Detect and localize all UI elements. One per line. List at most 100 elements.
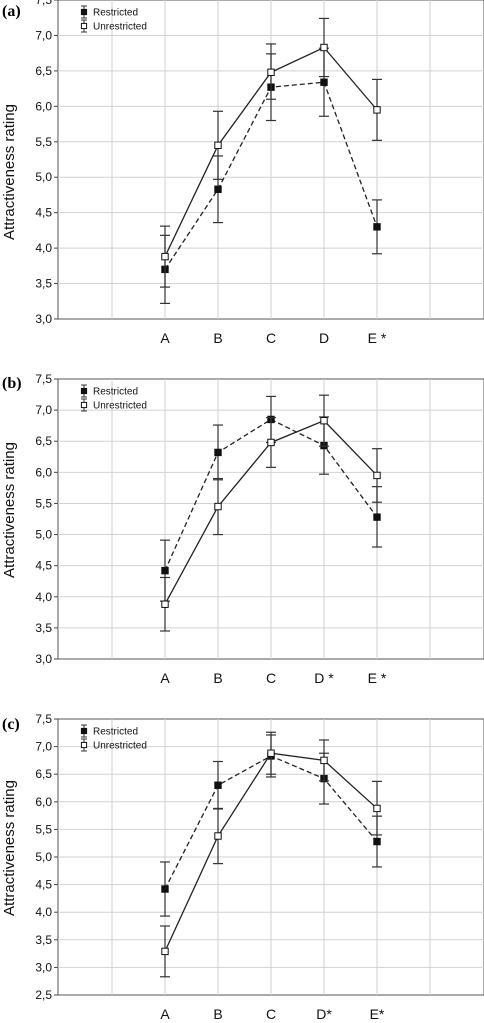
y-tick-label: 3,5: [35, 277, 52, 291]
y-tick-label: 2,5: [35, 988, 52, 1002]
y-tick-label: 6,5: [35, 64, 52, 78]
y-tick-label: 4,0: [35, 905, 52, 919]
x-tick-label: C: [266, 330, 276, 346]
y-tick-label: 7,5: [35, 712, 52, 726]
y-tick-label: 7,5: [35, 0, 52, 7]
legend-entry-restricted: Restricted: [80, 384, 138, 398]
y-tick-label: 7,0: [35, 740, 52, 754]
y-tick-label: 6,0: [35, 99, 52, 113]
y-tick-label: 3,0: [35, 652, 52, 666]
x-tick-label: A: [160, 670, 170, 686]
data-point-marker: [320, 416, 328, 425]
legend-label: Restricted: [93, 387, 138, 398]
chart-panel-1: 3,0 3,5 4,0 4,5 5,0 5,5 6,0 6,5 7,0 7,5 A B C D E * Att…: [1, 0, 484, 346]
legend-entry-unrestricted: Unrestricted: [80, 19, 147, 33]
y-tick-label: 4,0: [35, 241, 52, 255]
legend-marker: [80, 8, 88, 16]
legend-label: Unrestricted: [93, 401, 147, 412]
y-tick-label: 6,5: [35, 767, 52, 781]
x-tick-label: C: [266, 670, 276, 686]
y-tick-label: 5,0: [35, 850, 52, 864]
y-tick-label: 4,5: [35, 206, 52, 220]
x-tick-label: E*: [370, 1006, 385, 1022]
legend-label: Unrestricted: [93, 741, 147, 752]
y-tick-label: 7,0: [35, 28, 52, 42]
data-point-marker: [161, 600, 169, 608]
data-point-marker: [214, 502, 222, 511]
data-point-marker: [373, 471, 381, 480]
data-point-marker: [320, 43, 328, 52]
x-tick-label: A: [160, 1006, 170, 1022]
data-point-marker: [373, 513, 381, 521]
x-tick-label: D*: [316, 1006, 332, 1022]
x-tick-label: D: [319, 330, 329, 346]
data-point-marker: [267, 438, 275, 447]
y-tick-label: 4,5: [35, 559, 52, 573]
data-point-marker: [320, 78, 328, 86]
y-tick-label: 5,5: [35, 822, 52, 836]
series-line: [164, 418, 378, 571]
y-tick-label: 7,0: [35, 403, 52, 417]
panel-label: (a): [2, 3, 21, 20]
legend-entry-unrestricted: Unrestricted: [80, 398, 147, 412]
y-tick-label: 5,5: [35, 496, 52, 510]
data-point-marker: [373, 106, 381, 114]
chart-panel-3: 2,5 3,0 3,5 4,0 4,5 5,0 5,5 6,0 6,5 7,0 7,5 A B C D* E*…: [1, 712, 484, 1022]
y-tick-label: 6,0: [35, 795, 52, 809]
y-axis-label: Attractiveness rating: [1, 442, 18, 578]
y-tick-label: 3,0: [35, 960, 52, 974]
x-tick-label: B: [213, 1006, 222, 1022]
data-point-marker: [161, 885, 169, 893]
data-point-marker: [267, 749, 275, 757]
legend-marker: [80, 401, 88, 409]
data-point-marker: [320, 756, 328, 765]
y-tick-label: 6,0: [35, 465, 52, 479]
y-tick-label: 5,5: [35, 135, 52, 149]
y-axis-label: Attractiveness rating: [1, 780, 18, 916]
series-unrestricted: [160, 731, 382, 978]
x-tick-label: B: [213, 670, 222, 686]
data-point-marker: [267, 68, 275, 77]
x-tick-label: D *: [314, 670, 334, 686]
legend-marker: [80, 741, 88, 749]
y-tick-label: 4,0: [35, 590, 52, 604]
data-point-marker: [161, 566, 169, 575]
y-tick-label: 5,0: [35, 528, 52, 542]
x-tick-label: C: [266, 1006, 276, 1022]
y-tick-label: 5,0: [35, 170, 52, 184]
legend-label: Restricted: [93, 8, 138, 19]
legend-entry-unrestricted: Unrestricted: [80, 738, 147, 752]
legend-marker: [80, 22, 88, 30]
data-point-marker: [214, 448, 222, 457]
data-point-marker: [373, 223, 381, 231]
data-point-marker: [214, 781, 222, 789]
legend-marker: [80, 387, 88, 395]
data-point-marker: [214, 141, 222, 150]
panel-label: (c): [2, 716, 20, 733]
data-point-marker: [373, 804, 381, 813]
series-unrestricted: [160, 394, 382, 632]
y-tick-label: 7,5: [35, 372, 52, 386]
x-tick-label: E *: [368, 330, 387, 346]
data-point-marker: [214, 832, 222, 840]
legend-entry-restricted: Restricted: [80, 5, 138, 19]
y-tick-label: 3,0: [35, 312, 52, 326]
x-tick-label: E *: [368, 670, 387, 686]
panel-label: (b): [2, 375, 22, 392]
data-point-marker: [161, 252, 169, 261]
data-point-marker: [214, 185, 222, 193]
y-tick-label: 3,5: [35, 621, 52, 635]
y-tick-label: 4,5: [35, 878, 52, 892]
y-tick-label: 3,5: [35, 933, 52, 947]
series-unrestricted: [160, 17, 382, 288]
y-axis-label: Attractiveness rating: [1, 104, 18, 240]
legend-marker: [80, 727, 88, 735]
legend-label: Unrestricted: [93, 22, 147, 33]
legend-entry-restricted: Restricted: [80, 724, 138, 738]
data-point-marker: [161, 947, 169, 956]
y-tick-label: 6,5: [35, 434, 52, 448]
x-tick-label: B: [213, 330, 222, 346]
data-point-marker: [373, 837, 381, 846]
x-tick-label: A: [160, 330, 170, 346]
